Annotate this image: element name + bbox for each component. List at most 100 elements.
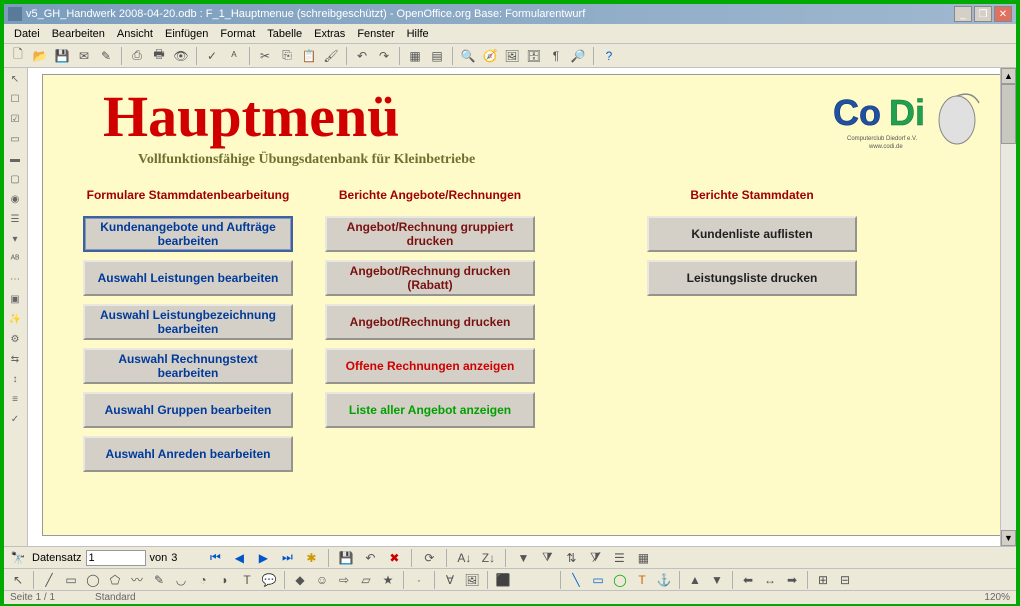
menu-ansicht[interactable]: Ansicht	[111, 26, 159, 42]
find-icon[interactable]: 🔍	[458, 46, 478, 66]
ellipse2-icon[interactable]: ◯	[610, 570, 630, 590]
points-icon[interactable]: ·	[409, 570, 429, 590]
preview-icon[interactable]: 👁	[171, 46, 191, 66]
form-button[interactable]: Liste aller Angebot anzeigen	[325, 392, 535, 428]
more-icon[interactable]: ⋯	[6, 270, 24, 288]
next-record-icon[interactable]: ▶	[253, 548, 273, 568]
send-back-icon[interactable]: ▼	[707, 570, 727, 590]
grid-icon[interactable]: ▤	[427, 46, 447, 66]
form-button[interactable]: Angebot/Rechnung gruppiert drucken	[325, 216, 535, 252]
combo-icon[interactable]: ▾	[6, 230, 24, 248]
form-button[interactable]: Auswahl Rechnungstext bearbeiten	[83, 348, 293, 384]
form-button[interactable]: Offene Rechnungen anzeigen	[325, 348, 535, 384]
stars-icon[interactable]: ★	[378, 570, 398, 590]
symbol-shapes-icon[interactable]: ☺	[312, 570, 332, 590]
menu-einfuegen[interactable]: Einfügen	[159, 26, 214, 42]
segment-icon[interactable]: ◗	[215, 570, 235, 590]
zoom-icon[interactable]: 🔎	[568, 46, 588, 66]
open-icon[interactable]: 📂	[30, 46, 50, 66]
navigator-icon[interactable]: 🧭	[480, 46, 500, 66]
spellcheck-icon[interactable]: ✓	[202, 46, 222, 66]
form-button[interactable]: Kundenliste auflisten	[647, 216, 857, 252]
align-left-icon[interactable]: ⬅	[738, 570, 758, 590]
anchor-icon[interactable]: ⚓	[654, 570, 674, 590]
paste-icon[interactable]: 📋	[299, 46, 319, 66]
prev-record-icon[interactable]: ◀	[229, 548, 249, 568]
form-filter-icon[interactable]: ☰	[609, 548, 629, 568]
binoculars-icon[interactable]: 🔭	[8, 548, 28, 568]
record-input[interactable]	[86, 550, 146, 566]
wizard-icon[interactable]: ✨	[6, 310, 24, 328]
textfield-icon[interactable]: ▭	[6, 130, 24, 148]
rect-icon[interactable]: ▭	[61, 570, 81, 590]
copy-icon[interactable]: ⎘	[277, 46, 297, 66]
arc-icon[interactable]: ◡	[171, 570, 191, 590]
pie-icon[interactable]: ◔	[193, 570, 213, 590]
new-icon[interactable]: 🗋	[8, 46, 28, 66]
table-icon[interactable]: ▦	[405, 46, 425, 66]
auto-spell-icon[interactable]: ᴬ	[224, 46, 244, 66]
form-button[interactable]: Auswahl Gruppen bearbeiten	[83, 392, 293, 428]
order-icon[interactable]: ↕	[6, 370, 24, 388]
filter-icon[interactable]: ⧩	[537, 548, 557, 568]
ellipse-icon[interactable]: ◯	[83, 570, 103, 590]
from-file-icon[interactable]: 🖼	[462, 570, 482, 590]
save-record-icon[interactable]: 💾	[336, 548, 356, 568]
sort-asc-icon[interactable]: A↓	[454, 548, 474, 568]
text2-icon[interactable]: T	[632, 570, 652, 590]
cut-icon[interactable]: ✂	[255, 46, 275, 66]
undo-icon[interactable]: ↶	[352, 46, 372, 66]
arrows-icon[interactable]: ⇨	[334, 570, 354, 590]
minimize-button[interactable]: _	[954, 6, 972, 22]
vertical-scrollbar[interactable]: ▲ ▼	[1000, 68, 1016, 546]
menu-hilfe[interactable]: Hilfe	[401, 26, 435, 42]
menu-fenster[interactable]: Fenster	[351, 26, 400, 42]
help-icon[interactable]: ?	[599, 46, 619, 66]
polygon-icon[interactable]: ⬠	[105, 570, 125, 590]
prop-icon[interactable]: ≡	[6, 390, 24, 408]
checkbox-icon[interactable]: ☑	[6, 110, 24, 128]
align-right-icon[interactable]: ➡	[782, 570, 802, 590]
delete-record-icon[interactable]: ✖	[384, 548, 404, 568]
menu-extras[interactable]: Extras	[308, 26, 351, 42]
formatted-icon[interactable]: ▬	[6, 150, 24, 168]
menu-format[interactable]: Format	[214, 26, 261, 42]
freeform-icon[interactable]: ✎	[149, 570, 169, 590]
undo-record-icon[interactable]: ↶	[360, 548, 380, 568]
brush-icon[interactable]: 🖌	[321, 46, 341, 66]
button-icon[interactable]: ▢	[6, 170, 24, 188]
line2-icon[interactable]: ╲	[566, 570, 586, 590]
mail-icon[interactable]: ✉	[74, 46, 94, 66]
design-icon[interactable]: ⚙	[6, 330, 24, 348]
bring-front-icon[interactable]: ▲	[685, 570, 705, 590]
form-button[interactable]: Angebot/Rechnung drucken (Rabatt)	[325, 260, 535, 296]
refresh-icon[interactable]: ⟳	[419, 548, 439, 568]
control-icon[interactable]: ☐	[6, 90, 24, 108]
form-button[interactable]: Auswahl Anreden bearbeiten	[83, 436, 293, 472]
autofilter-icon[interactable]: ▼	[513, 548, 533, 568]
last-record-icon[interactable]: ⏭	[277, 548, 297, 568]
new-record-icon[interactable]: ✱	[301, 548, 321, 568]
listbox-icon[interactable]: ☰	[6, 210, 24, 228]
redo-icon[interactable]: ↷	[374, 46, 394, 66]
scroll-up-icon[interactable]: ▲	[1001, 68, 1016, 84]
first-record-icon[interactable]: ⏮	[205, 548, 225, 568]
pdf-icon[interactable]: ⎙	[127, 46, 147, 66]
ungroup-icon[interactable]: ⊟	[835, 570, 855, 590]
form-button[interactable]: Leistungsliste drucken	[647, 260, 857, 296]
datasource-icon[interactable]: ▦	[633, 548, 653, 568]
datasources-icon[interactable]: 🗄	[524, 46, 544, 66]
group-icon2[interactable]: ⊞	[813, 570, 833, 590]
form-button[interactable]: Angebot/Rechnung drucken	[325, 304, 535, 340]
pointer-icon[interactable]: ↖	[6, 70, 24, 88]
menu-datei[interactable]: Datei	[8, 26, 46, 42]
label-icon[interactable]: ᴬᴮ	[6, 250, 24, 268]
curve-icon[interactable]: 〰	[127, 570, 147, 590]
fontwork-icon[interactable]: Ɐ	[440, 570, 460, 590]
print-icon[interactable]: 🖶	[149, 46, 169, 66]
save-icon[interactable]: 💾	[52, 46, 72, 66]
sort-desc-icon[interactable]: Z↓	[478, 548, 498, 568]
form-button[interactable]: Auswahl Leistungen bearbeiten	[83, 260, 293, 296]
basic-shapes-icon[interactable]: ◆	[290, 570, 310, 590]
scroll-down-icon[interactable]: ▼	[1001, 530, 1016, 546]
